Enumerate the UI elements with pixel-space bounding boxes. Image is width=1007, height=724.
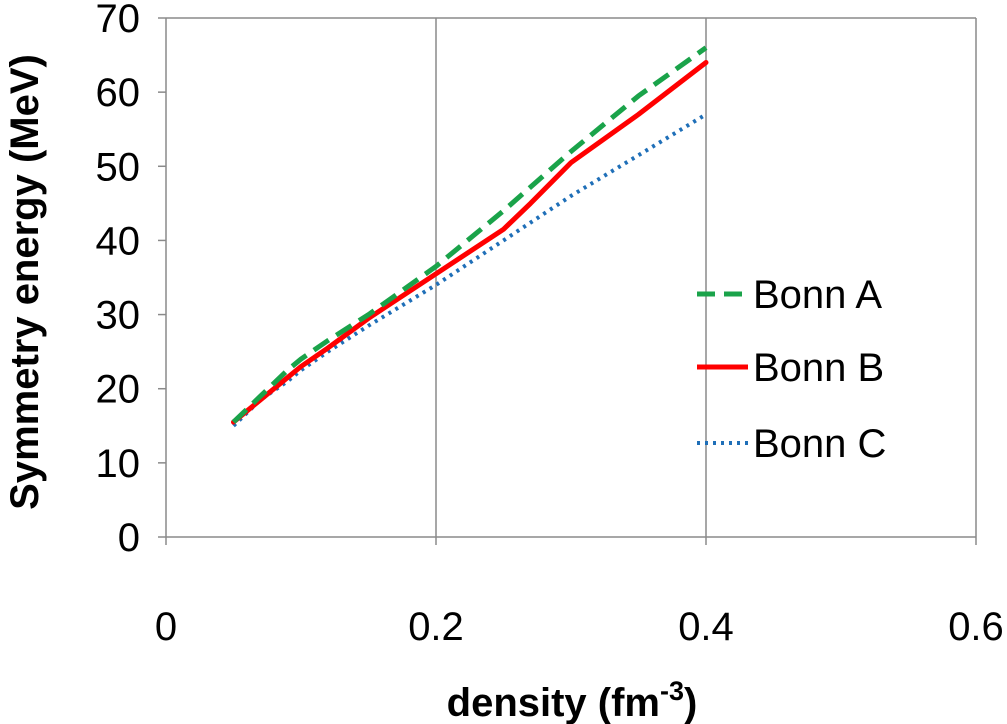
y-tick-label: 30	[96, 294, 141, 338]
x-axis-title-superscript: -3	[660, 676, 684, 706]
x-tick-label: 0.2	[408, 605, 464, 649]
y-tick-label: 60	[96, 71, 141, 115]
x-tick-label: 0	[155, 605, 177, 649]
y-tick-label: 40	[96, 219, 141, 263]
y-tick-label: 70	[96, 0, 141, 41]
series-line-bonn-c	[232, 112, 708, 428]
x-axis-title: density (fm-3)	[447, 676, 698, 724]
series-line-bonn-a	[231, 45, 708, 424]
y-tick-label: 50	[96, 145, 141, 189]
tick-labels: 0 10 20 30 40 50 60 70 0 0.2 0.4 0.6	[96, 0, 1004, 649]
plot-series	[231, 45, 709, 428]
axes	[158, 17, 977, 545]
y-axis-title: Symmetry energy (MeV)	[3, 54, 47, 510]
x-tick-label: 0.4	[678, 605, 734, 649]
x-axis-title-main: density (fm	[447, 681, 660, 724]
legend-label-bonn-a: Bonn A	[753, 273, 882, 317]
y-tick-label: 10	[96, 442, 141, 486]
legend-label-bonn-b: Bonn B	[753, 346, 884, 390]
y-tick-label: 20	[96, 368, 141, 412]
x-tick-label: 0.6	[948, 605, 1004, 649]
legend: Bonn A Bonn B Bonn C	[697, 273, 886, 466]
x-axis-title-close: )	[684, 681, 697, 724]
y-tick-label: 0	[118, 516, 140, 560]
grid-lines	[166, 17, 977, 537]
series-line-bonn-b	[231, 60, 709, 425]
legend-label-bonn-c: Bonn C	[753, 422, 886, 466]
